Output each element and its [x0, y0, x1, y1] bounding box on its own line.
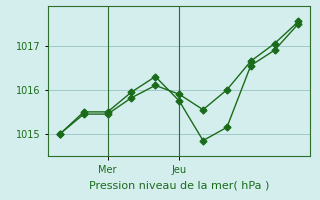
X-axis label: Pression niveau de la mer( hPa ): Pression niveau de la mer( hPa )	[89, 181, 269, 191]
